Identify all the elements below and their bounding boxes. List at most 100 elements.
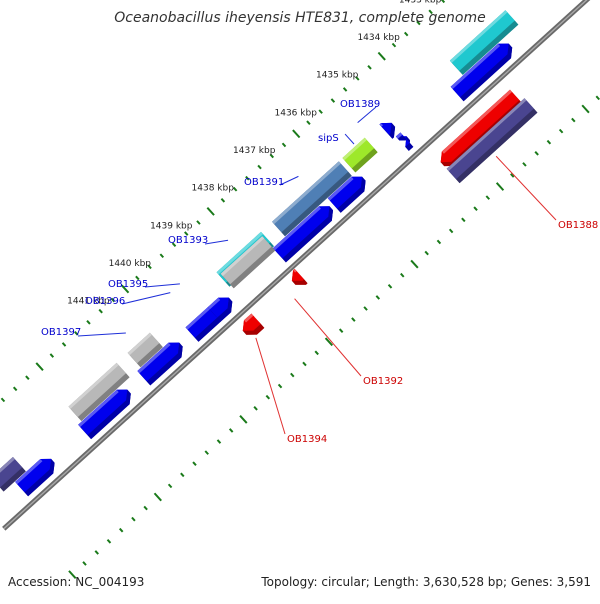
inner-tick-minor [192, 461, 197, 467]
inner-tick-minor [510, 173, 515, 178]
category-box-gray-3-edge [220, 273, 234, 289]
inner-tick-minor [436, 239, 442, 245]
category-box-gray-2-highlight [127, 332, 152, 356]
category-box-cyan-top [449, 10, 519, 75]
forward-gene-4-highlight [185, 307, 210, 330]
callout-line-reverse [495, 155, 557, 221]
outer-tick-minor [86, 319, 91, 325]
outer-tick-minor [135, 275, 140, 281]
outer-tick-minor [49, 353, 55, 358]
gene-label-forward: OB1391 [244, 177, 284, 188]
outer-tick-major [206, 207, 215, 216]
inner-tick-minor [167, 483, 173, 489]
accession-text: Accession: NC_004193 [8, 575, 145, 589]
category-box-gray-1 [68, 362, 130, 421]
inner-tick-minor [400, 272, 405, 278]
forward-gene-1 [15, 458, 55, 497]
outer-tick-minor [171, 242, 177, 247]
callout-line-reverse [294, 298, 362, 377]
forward-gene-8-edge [405, 142, 414, 151]
outer-tick-minor [416, 20, 421, 26]
gene-label-reverse: OB1394 [287, 434, 327, 445]
inner-tick-minor [131, 516, 136, 522]
category-box-navy-right-edge [456, 108, 538, 184]
gene-label-reverse: OB1388 [558, 220, 598, 231]
inner-tick-ring [68, 95, 600, 579]
outer-tick-minor [61, 342, 67, 347]
inner-tick-major [153, 492, 162, 502]
outer-tick-minor [110, 297, 116, 303]
inner-tick-minor [461, 217, 466, 223]
inner-tick-minor [546, 139, 552, 145]
forward-gene-small-edge [388, 133, 394, 139]
category-box-lime-highlight [342, 137, 367, 161]
category-box-gray-3-highlight [220, 236, 265, 277]
inner-tick-minor [204, 450, 209, 455]
inner-tick-minor [302, 361, 307, 367]
inner-tick-major [495, 182, 505, 191]
inner-tick-major [324, 337, 334, 347]
forward-gene-3-edge [146, 353, 182, 386]
inner-tick-minor [363, 306, 368, 311]
outer-tick-minor [306, 120, 311, 126]
outer-tick-minor [269, 153, 275, 159]
outer-tick-minor [98, 308, 103, 314]
scale-label: 1439 kbp [150, 221, 193, 231]
forward-gene-7-edge [337, 187, 365, 213]
forward-gene-9-edge [507, 43, 513, 59]
callout-line-forward [204, 239, 229, 245]
reverse-gene-ob1392-highlight [293, 268, 297, 273]
gene-label-reverse: OB1392 [363, 376, 403, 387]
callout-line-forward [121, 292, 171, 305]
scale-label: 1435 kbp [316, 71, 359, 81]
forward-gene-9-face [450, 43, 509, 98]
reverse-gene-ob1388-highlight [441, 89, 513, 154]
inner-tick-minor [387, 284, 393, 289]
forward-gene-small-face [379, 122, 392, 135]
category-box-gray-1-highlight [68, 362, 119, 409]
forward-gene-7-edge [360, 176, 366, 192]
forward-gene-small-edge [379, 124, 393, 139]
outer-tick-minor [342, 87, 348, 92]
outer-tick-minor [159, 253, 165, 259]
forward-gene-8-highlight [395, 132, 403, 139]
inner-tick-minor [228, 428, 234, 433]
scale-label: 1437 kbp [233, 146, 276, 156]
inner-tick-minor [424, 250, 429, 256]
inner-tick-minor [558, 128, 564, 134]
category-box-navy-left [0, 457, 26, 492]
category-box-cyan-highlight [216, 231, 263, 275]
forward-gene-2 [78, 389, 131, 440]
forward-gene-5-highlight [207, 297, 221, 310]
inner-tick-minor [216, 439, 222, 444]
forward-gene-4-edge [185, 327, 199, 342]
category-box-lime-edge [342, 158, 356, 173]
inner-tick-major [581, 104, 590, 114]
inner-tick-minor [265, 394, 271, 400]
inner-tick-minor [571, 117, 576, 123]
outer-tick-ring [0, 0, 446, 403]
category-box-steel-face [272, 161, 349, 233]
category-box-steel-edge [281, 171, 352, 237]
scale-label: 1436 kbp [275, 108, 318, 118]
outer-tick-minor [184, 231, 189, 236]
category-box-gray-1-edge [68, 406, 82, 421]
forward-gene-2-face [78, 389, 128, 436]
forward-gene-9 [450, 43, 513, 102]
forward-gene-2-edge [87, 400, 130, 440]
inner-tick-minor [522, 162, 527, 167]
category-box-navy-right-face [446, 98, 534, 180]
outer-tick-minor [355, 76, 360, 81]
inner-tick-minor [106, 539, 112, 544]
map-title: Oceanobacillus iheyensis HTE831, complet… [114, 10, 486, 26]
inner-tick-minor [290, 372, 295, 378]
outer-tick-minor [25, 375, 30, 381]
outer-tick-minor [318, 109, 323, 114]
forward-gene-7-face [327, 176, 363, 209]
forward-gene-2-highlight [78, 389, 119, 427]
outer-tick-minor [428, 9, 433, 15]
gene-label-forward: OB1395 [108, 279, 148, 290]
forward-gene-3 [137, 342, 183, 386]
